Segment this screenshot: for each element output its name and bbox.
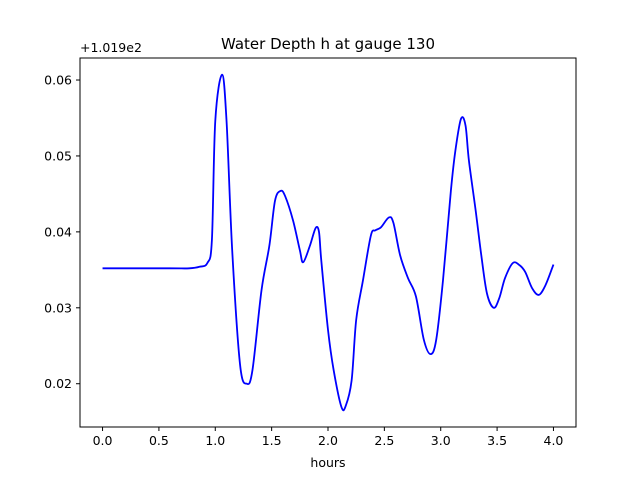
x-axis-label: hours — [310, 455, 345, 470]
y-offset-label: +1.019e2 — [80, 40, 142, 55]
y-tick-label: 0.05 — [44, 148, 72, 163]
y-tick-label: 0.06 — [44, 73, 72, 88]
y-tick-label: 0.03 — [44, 300, 72, 315]
axes-frame — [79, 57, 577, 428]
x-tick-label: 0.5 — [149, 433, 169, 448]
x-tick-label: 2.5 — [374, 433, 394, 448]
x-tick-label: 2.0 — [318, 433, 338, 448]
x-tick-label: 0.0 — [93, 433, 113, 448]
x-tick-label: 1.5 — [262, 433, 282, 448]
x-tick-label: 4.0 — [544, 433, 564, 448]
y-tick-label: 0.04 — [44, 224, 72, 239]
x-tick-label: 1.0 — [205, 433, 225, 448]
y-tick-label: 0.02 — [44, 376, 72, 391]
series-line-h — [102, 73, 555, 412]
x-tick-label: 3.0 — [431, 433, 451, 448]
x-tick-label: 3.5 — [487, 433, 507, 448]
chart-title: Water Depth h at gauge 130 — [221, 35, 435, 53]
